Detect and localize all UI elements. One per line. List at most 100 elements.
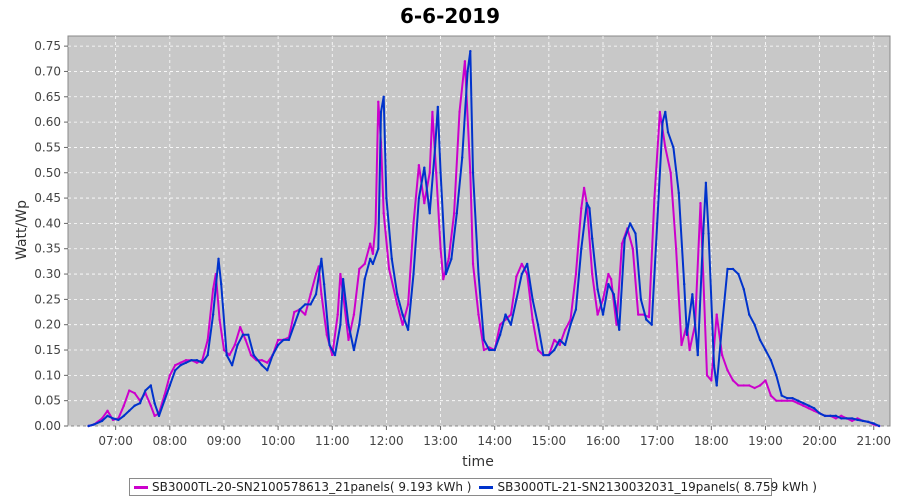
data-point-series-1 bbox=[705, 374, 709, 377]
data-point-series-1 bbox=[339, 272, 342, 276]
data-point-series-1 bbox=[371, 252, 375, 255]
data-point-series-2 bbox=[106, 414, 109, 418]
data-point-series-1 bbox=[358, 267, 361, 271]
data-point-series-2 bbox=[352, 348, 356, 352]
y-tick-label: 0.50 bbox=[34, 166, 61, 180]
data-point-series-2 bbox=[471, 171, 475, 174]
data-point-series-2 bbox=[184, 361, 188, 364]
data-point-series-2 bbox=[276, 343, 280, 347]
legend-item-series-2: SB3000TL-21-SN2130032031_19panels( 8.759… bbox=[479, 480, 817, 494]
data-point-series-2 bbox=[715, 384, 718, 387]
data-point-series-2 bbox=[769, 358, 773, 362]
data-point-series-1 bbox=[647, 315, 651, 319]
data-point-series-2 bbox=[320, 257, 323, 261]
x-tick-label: 18:00 bbox=[694, 434, 729, 448]
data-point-series-1 bbox=[325, 333, 329, 337]
data-point-series-2 bbox=[607, 282, 610, 286]
data-point-series-1 bbox=[731, 379, 735, 382]
data-point-series-2 bbox=[314, 293, 318, 296]
data-point-series-1 bbox=[293, 310, 296, 314]
data-point-series-1 bbox=[482, 348, 486, 352]
data-point-series-1 bbox=[520, 262, 523, 266]
data-point-series-2 bbox=[144, 389, 147, 392]
data-point-series-1 bbox=[590, 272, 594, 276]
data-point-series-1 bbox=[244, 338, 247, 342]
data-point-series-1 bbox=[574, 272, 578, 276]
data-point-series-2 bbox=[585, 201, 588, 205]
legend-label: SB3000TL-21-SN2130032031_19panels( 8.759… bbox=[497, 480, 817, 494]
y-tick-label: 0.60 bbox=[34, 115, 61, 129]
data-point-series-2 bbox=[92, 423, 96, 426]
x-tick-label: 15:00 bbox=[532, 434, 567, 448]
data-point-series-1 bbox=[509, 313, 513, 316]
data-point-series-2 bbox=[190, 358, 193, 362]
data-point-series-2 bbox=[220, 282, 223, 286]
data-point-series-2 bbox=[412, 272, 415, 276]
data-point-series-1 bbox=[785, 399, 789, 402]
data-point-series-1 bbox=[601, 298, 605, 301]
data-point-series-2 bbox=[712, 364, 716, 367]
x-tick-label: 17:00 bbox=[640, 434, 675, 448]
data-point-series-1 bbox=[417, 163, 421, 167]
data-point-series-2 bbox=[601, 313, 605, 316]
data-point-series-2 bbox=[558, 338, 561, 342]
data-point-series-2 bbox=[672, 146, 675, 149]
x-tick-label: 09:00 bbox=[207, 434, 242, 448]
y-tick-label: 0.00 bbox=[34, 419, 61, 433]
data-point-series-1 bbox=[218, 318, 221, 321]
data-point-series-2 bbox=[428, 212, 431, 215]
data-point-series-2 bbox=[590, 237, 594, 240]
x-tick-label: 08:00 bbox=[153, 434, 188, 448]
data-point-series-1 bbox=[435, 171, 438, 174]
data-point-series-2 bbox=[704, 181, 708, 185]
data-point-series-2 bbox=[368, 257, 372, 261]
data-point-series-1 bbox=[127, 389, 131, 392]
x-tick-label: 16:00 bbox=[586, 434, 621, 448]
data-point-series-2 bbox=[390, 257, 394, 261]
data-point-series-1 bbox=[748, 384, 751, 387]
y-tick-label: 0.10 bbox=[34, 368, 61, 382]
y-tick-label: 0.55 bbox=[34, 140, 61, 154]
data-point-series-2 bbox=[149, 384, 153, 387]
data-point-series-2 bbox=[742, 288, 745, 291]
data-point-series-1 bbox=[710, 379, 713, 382]
data-point-series-2 bbox=[785, 396, 789, 400]
x-axis-label: time bbox=[462, 454, 494, 470]
data-point-series-1 bbox=[233, 343, 236, 347]
data-point-series-1 bbox=[780, 399, 783, 402]
data-point-series-2 bbox=[645, 318, 648, 321]
data-point-series-2 bbox=[461, 156, 464, 159]
data-point-series-2 bbox=[707, 232, 710, 235]
data-point-series-1 bbox=[674, 247, 678, 250]
data-point-series-1 bbox=[428, 171, 431, 174]
data-point-series-2 bbox=[444, 272, 448, 276]
data-point-series-1 bbox=[401, 323, 404, 326]
data-point-series-1 bbox=[314, 272, 318, 276]
data-point-series-1 bbox=[463, 60, 467, 63]
data-point-series-2 bbox=[423, 166, 426, 169]
data-point-series-1 bbox=[796, 402, 800, 405]
data-point-series-2 bbox=[201, 361, 204, 364]
data-point-series-2 bbox=[466, 70, 469, 73]
data-point-series-2 bbox=[701, 232, 705, 235]
data-point-series-2 bbox=[628, 222, 632, 225]
y-tick-label: 0.45 bbox=[34, 191, 61, 205]
data-point-series-1 bbox=[631, 247, 634, 250]
data-point-series-1 bbox=[174, 364, 177, 367]
data-point-series-2 bbox=[753, 323, 756, 326]
x-tick-label: 21:00 bbox=[856, 434, 891, 448]
data-point-series-1 bbox=[336, 313, 339, 316]
data-point-series-1 bbox=[442, 277, 445, 281]
y-tick-label: 0.30 bbox=[34, 267, 61, 281]
data-point-series-2 bbox=[127, 409, 131, 413]
data-point-series-2 bbox=[298, 308, 301, 311]
data-point-series-2 bbox=[818, 412, 821, 415]
data-point-series-2 bbox=[282, 338, 285, 342]
data-point-series-2 bbox=[293, 323, 296, 326]
data-point-series-2 bbox=[133, 404, 136, 407]
data-point-series-1 bbox=[149, 404, 153, 407]
data-point-series-1 bbox=[331, 353, 334, 357]
x-tick-label: 11:00 bbox=[315, 434, 350, 448]
plot-background bbox=[67, 35, 891, 427]
data-point-series-2 bbox=[260, 364, 264, 367]
